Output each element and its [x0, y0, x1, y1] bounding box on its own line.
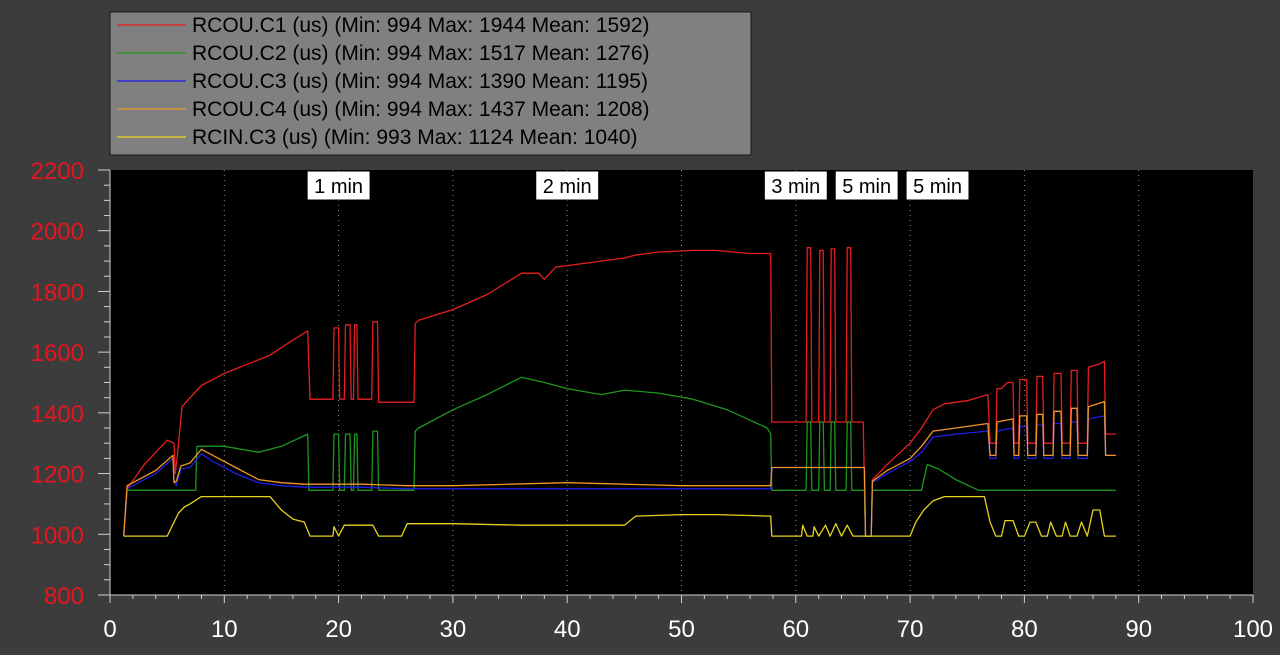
x-tick-label: 90 — [1125, 616, 1152, 643]
annotation-box — [834, 170, 899, 201]
annotation-text: 5 min — [842, 176, 891, 198]
annotation-text: 3 min — [771, 176, 820, 198]
legend-entry: RCIN.C3 (us) (Min: 993 Max: 1124 Mean: 1… — [192, 126, 637, 149]
plot-area — [110, 170, 1253, 595]
y-tick-label: 1400 — [31, 401, 84, 428]
legend-entry: RCOU.C2 (us) (Min: 994 Max: 1517 Mean: 1… — [192, 42, 650, 65]
x-tick-label: 60 — [782, 616, 809, 643]
annotation-label: 3 min — [763, 170, 828, 201]
y-tick-label: 800 — [44, 583, 84, 610]
x-tick-label: 20 — [325, 616, 352, 643]
y-tick-label: 1800 — [31, 279, 84, 306]
annotation-text: 5 min — [913, 176, 962, 198]
annotation-box — [763, 170, 828, 201]
x-tick-label: 70 — [897, 616, 924, 643]
legend-entry: RCOU.C3 (us) (Min: 994 Max: 1390 Mean: 1… — [192, 70, 648, 93]
x-tick-label: 40 — [554, 616, 581, 643]
x-tick-label: 80 — [1011, 616, 1038, 643]
y-tick-label: 2200 — [31, 158, 84, 185]
legend-entry: RCOU.C4 (us) (Min: 994 Max: 1437 Mean: 1… — [192, 98, 650, 121]
y-tick-label: 1200 — [31, 462, 84, 489]
y-tick-label: 1600 — [31, 340, 84, 367]
series-line-5 — [123, 495, 1116, 537]
legend-box — [109, 11, 752, 156]
annotation-label: 1 min — [306, 170, 371, 201]
annotation-box — [306, 170, 371, 201]
annotation-label: 2 min — [535, 170, 600, 201]
annotation-box — [905, 170, 970, 201]
legend: RCOU.C1 (us) (Min: 994 Max: 1944 Mean: 1… — [109, 11, 752, 156]
annotation-text: 2 min — [543, 176, 592, 198]
x-tick-label: 10 — [211, 616, 238, 643]
annotation-label: 5 min — [834, 170, 899, 201]
legend-entry: RCOU.C1 (us) (Min: 994 Max: 1944 Mean: 1… — [192, 14, 650, 37]
series-line-4 — [123, 400, 1116, 537]
series-line-2 — [123, 376, 1116, 537]
x-tick-label: 100 — [1233, 616, 1273, 643]
y-tick-label: 2000 — [31, 219, 84, 246]
annotation-box — [535, 170, 600, 201]
grid — [223, 170, 1140, 595]
annotations: 1 min 2 min 3 min 5 min 5 min — [306, 170, 970, 201]
series-line-1 — [123, 247, 1116, 537]
x-tick-label: 30 — [440, 616, 467, 643]
annotation-label: 5 min — [905, 170, 970, 201]
x-tick-label: 50 — [668, 616, 695, 643]
y-tick-label: 1000 — [31, 522, 84, 549]
series-layer — [123, 247, 1116, 537]
axes: 0 10 20 30 40 50 60 70 80 90 100 800 1000 1200 1400 160… — [31, 158, 1273, 643]
annotation-text: 1 min — [314, 176, 363, 198]
x-tick-label: 0 — [103, 616, 116, 643]
